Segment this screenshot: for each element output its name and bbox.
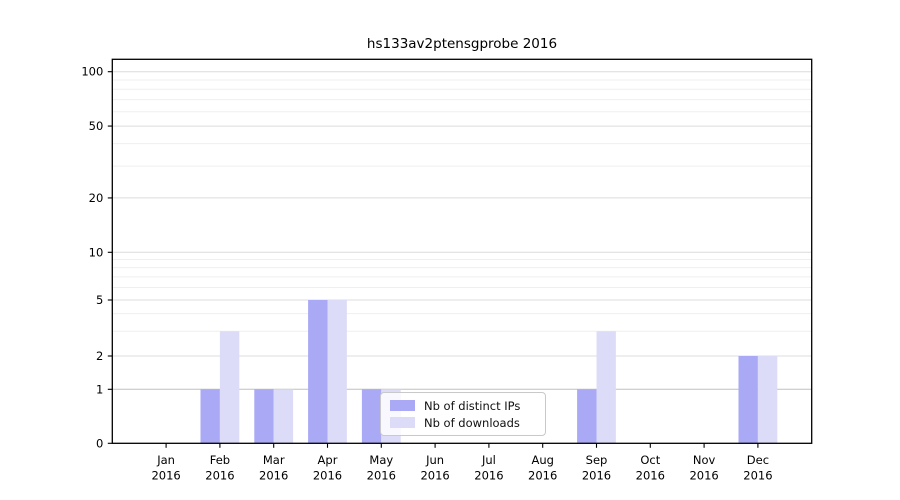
- bar-nb-of-distinct-ips-may: [361, 389, 382, 444]
- bar-nb-of-distinct-ips-apr: [308, 300, 328, 444]
- bar-nb-of-distinct-ips-dec: [738, 356, 758, 444]
- x-tick-label: Jul 2016: [474, 453, 503, 483]
- y-tick-label: 20: [89, 191, 104, 205]
- x-tick-label: Jan 2016: [151, 453, 180, 483]
- x-tick-label: Feb 2016: [205, 453, 234, 483]
- x-tick-label: May 2016: [367, 453, 396, 483]
- x-tick-label: Apr 2016: [313, 453, 342, 483]
- bar-nb-of-distinct-ips-feb: [200, 389, 220, 444]
- bar-nb-of-downloads-mar: [273, 389, 294, 444]
- y-tick-label: 100: [81, 65, 103, 79]
- x-tick-label: Aug 2016: [528, 453, 557, 483]
- x-tick-label: Sep 2016: [582, 453, 611, 483]
- legend: Nb of distinct IPs Nb of downloads: [380, 392, 546, 436]
- legend-item-distinct-ips: Nb of distinct IPs: [390, 398, 537, 413]
- bar-nb-of-distinct-ips-mar: [254, 389, 274, 444]
- bar-nb-of-downloads-apr: [327, 300, 347, 444]
- legend-item-downloads: Nb of downloads: [390, 415, 537, 430]
- y-tick-label: 2: [96, 349, 103, 363]
- y-tick-label: 10: [89, 245, 104, 259]
- bar-nb-of-downloads-sep: [596, 331, 616, 444]
- y-tick-label: 5: [96, 293, 103, 307]
- x-tick-label: Dec 2016: [743, 453, 772, 483]
- legend-label-downloads: Nb of downloads: [424, 415, 520, 430]
- y-tick-label: 0: [96, 436, 103, 450]
- y-tick-label: 1: [96, 382, 103, 396]
- x-tick-label: Jun 2016: [420, 453, 449, 483]
- plot-frame: [111, 58, 813, 444]
- legend-swatch-distinct-ips: [390, 400, 415, 411]
- y-tick-label: 50: [89, 119, 104, 133]
- bar-nb-of-downloads-feb: [219, 331, 240, 444]
- bar-nb-of-downloads-dec: [757, 356, 778, 444]
- bar-nb-of-distinct-ips-sep: [577, 389, 597, 444]
- legend-label-distinct-ips: Nb of distinct IPs: [424, 398, 521, 413]
- x-tick-label: Mar 2016: [259, 453, 288, 483]
- x-tick-label: Nov 2016: [689, 453, 718, 483]
- legend-swatch-downloads: [390, 417, 415, 428]
- chart-title: hs133av2ptensgprobe 2016: [366, 36, 558, 52]
- x-tick-label: Oct 2016: [636, 453, 665, 483]
